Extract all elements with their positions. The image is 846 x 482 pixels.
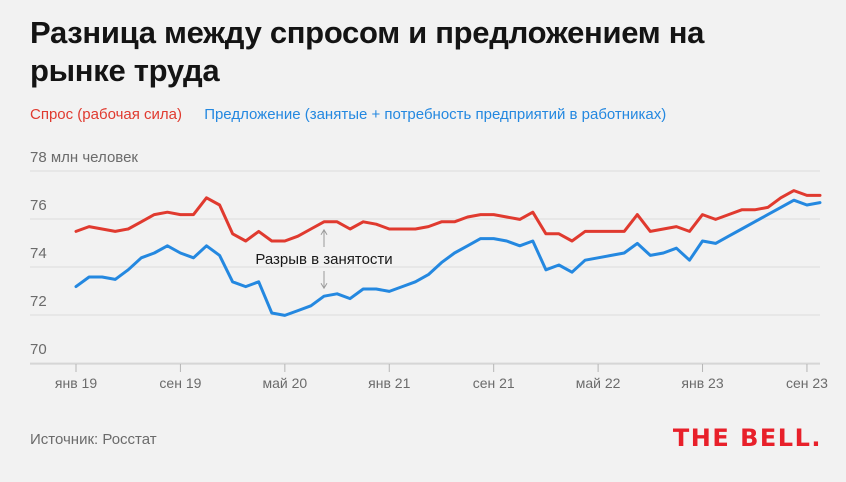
x-tick-label: янв 19: [55, 375, 97, 391]
legend-demand: Спрос (рабочая сила): [30, 106, 183, 123]
x-tick-label: сен 21: [473, 375, 515, 391]
annotation-label: Разрыв в занятости: [255, 251, 392, 268]
legend-supply: Предложение (занятые + потребность предп…: [204, 106, 667, 123]
supply-line: [74, 198, 822, 317]
y-axis-label: 78 млн человек: [30, 149, 138, 166]
x-tick-label: сен 23: [786, 375, 828, 391]
x-tick-label: янв 21: [368, 375, 410, 391]
x-tick-label: май 22: [576, 375, 621, 391]
chart-title: Разница между спросом и предложением на …: [30, 15, 705, 88]
x-tick-label: май 20: [262, 375, 307, 391]
brand-logo: THE BELL.: [672, 424, 822, 452]
y-tick-label: 70: [30, 341, 47, 358]
y-tick-label: 72: [30, 293, 47, 310]
x-tick-label: янв 23: [681, 375, 723, 391]
y-tick-label: 74: [30, 245, 47, 262]
demand-line: [74, 189, 822, 243]
gap-arrowhead-up: [320, 228, 328, 236]
source-note: Источник: Росстат: [30, 431, 157, 448]
legend: Спрос (рабочая сила) Предложение (заняты…: [30, 106, 684, 123]
x-tick-label: сен 19: [159, 375, 201, 391]
y-tick-label: 76: [30, 197, 47, 214]
gap-arrowhead-down: [320, 282, 328, 290]
